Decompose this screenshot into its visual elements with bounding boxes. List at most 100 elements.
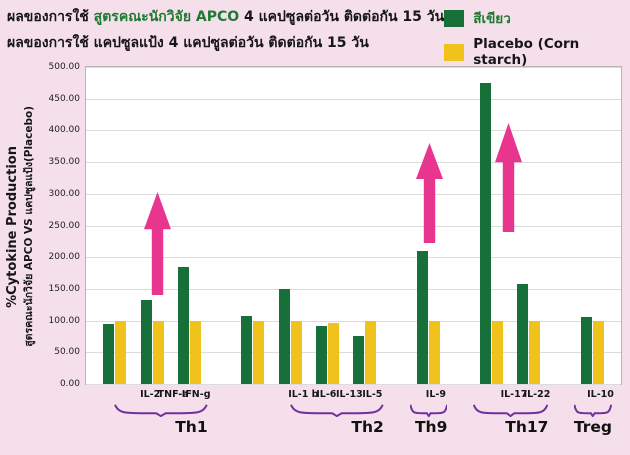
placebo-bar xyxy=(152,320,164,384)
x-tick-label: IL-5 xyxy=(362,389,383,400)
header-lines: ผลของการใช้ สูตรคณะนักวิจัย APCO 4 แคปซู… xyxy=(7,5,444,68)
bar-group-th2 xyxy=(234,288,383,384)
bar-group-treg xyxy=(574,317,611,384)
chart: 0.00 50.00 100.00 150.00 200.00 250.00 300.00 3… xyxy=(49,62,622,389)
bar-group-th9 xyxy=(410,250,447,384)
axis-group-treg: IL-10 Treg xyxy=(573,389,614,436)
header-line-2: ผลของการใช้ แคปซูลแป้ง 4 แคปซูลต่อวัน ติ… xyxy=(7,34,369,51)
gridline xyxy=(86,225,621,227)
y-tick-label: 150.00 xyxy=(48,283,81,294)
apco-bar xyxy=(278,288,290,384)
up-arrow-icon xyxy=(415,143,443,244)
placebo-bar xyxy=(290,320,302,384)
x-tick-label: IL-6 xyxy=(316,389,337,400)
gridline xyxy=(86,130,621,132)
gridline xyxy=(86,67,621,68)
y-tick-label: 450.00 xyxy=(48,93,81,104)
x-tick-label: IL-9 xyxy=(425,389,446,400)
legend-item-apco: สีเขียว xyxy=(444,7,623,29)
legend-swatch xyxy=(444,43,465,61)
legend: สีเขียว Placebo (Corn starch) xyxy=(444,7,623,68)
group-brace-icon xyxy=(574,402,612,417)
x-tick-label: IL-13 xyxy=(335,389,363,400)
group-label: Th2 xyxy=(351,418,384,436)
x-tick-label: IL-17 xyxy=(500,389,528,400)
group-brace-icon xyxy=(114,402,208,417)
x-tick-label: IL-22 xyxy=(523,389,551,400)
apco-bar xyxy=(353,336,365,384)
apco-bar xyxy=(103,323,115,384)
apco-bar xyxy=(480,82,492,384)
axis-group-th2: IL-1 b IL-6 IL-13 IL-5 Th2 xyxy=(234,389,384,436)
bar-group-th1 xyxy=(96,266,208,384)
up-arrow-icon xyxy=(143,191,171,296)
y-tick-label: 250.00 xyxy=(48,220,81,231)
bar-pair xyxy=(140,299,164,384)
apco-bar xyxy=(416,250,428,384)
y-tick-label: 200.00 xyxy=(48,252,81,263)
gridline xyxy=(86,98,621,100)
group-label: Th9 xyxy=(414,418,448,436)
legend-label: สีเขียว xyxy=(473,11,511,27)
bar-pair xyxy=(353,320,377,384)
y-tick-label: 300.00 xyxy=(48,188,81,199)
bar-pair xyxy=(416,250,440,384)
apco-bar xyxy=(315,325,327,384)
group-brace-icon xyxy=(290,402,384,417)
gridline xyxy=(86,320,621,322)
header-line-1-suffix: 4 แคปซูลต่อวัน ติดต่อกัน 15 วัน xyxy=(239,9,445,25)
gridline xyxy=(86,162,621,164)
y-tick-label: 400.00 xyxy=(48,125,81,136)
bar-pair xyxy=(177,266,201,384)
axis-group-th1: IL-2 TNF-a IFN-g Th1 xyxy=(95,389,211,436)
legend-swatch xyxy=(444,9,465,27)
apco-bar xyxy=(580,317,592,384)
group-label: Th17 xyxy=(505,418,549,436)
group-label: Treg xyxy=(573,418,613,436)
y-tick-label: 50.00 xyxy=(54,347,80,358)
bar-pair xyxy=(580,317,604,384)
y-axis-title: %Cytokine Production สูตรคณะนักวิจัย APC… xyxy=(0,66,42,387)
up-arrow-icon xyxy=(495,122,523,232)
gridline xyxy=(86,193,621,195)
bar-group-th17 xyxy=(473,82,548,384)
placebo-bar xyxy=(492,320,504,384)
legend-item-placebo: Placebo (Corn starch) xyxy=(444,36,623,68)
placebo-bar xyxy=(189,320,201,384)
placebo-bar xyxy=(529,320,541,384)
placebo-bar xyxy=(428,320,440,384)
placebo-bar xyxy=(253,320,265,384)
bar-pair xyxy=(241,316,265,384)
below-groups: IL-2 TNF-a IFN-g Th1 IL-1 b IL-6 IL-13 IL-5 Th2 I… xyxy=(85,389,622,436)
group-label: Th1 xyxy=(175,418,208,436)
header-line-1-highlight: สูตรคณะนักวิจัย APCO xyxy=(93,9,240,25)
apco-bar xyxy=(517,284,529,384)
placebo-bar xyxy=(592,320,604,384)
header-line-1-prefix: ผลของการใช้ xyxy=(7,9,94,25)
bar-pair xyxy=(315,322,339,384)
axis-group-th17: IL-17 IL-22 Th17 xyxy=(473,389,551,436)
x-tick-label: IL-2 xyxy=(140,389,161,400)
axis-group-th9: IL-9 Th9 xyxy=(410,389,448,436)
y-tick-label: 0.00 xyxy=(59,379,80,389)
legend-label: Placebo (Corn starch) xyxy=(473,36,580,68)
gridline xyxy=(86,257,621,259)
bar-pair xyxy=(517,284,541,384)
x-tick-label: IL-1 b xyxy=(288,389,319,400)
bar-groups xyxy=(86,67,621,384)
header-line-1: ผลของการใช้ สูตรคณะนักวิจัย APCO 4 แคปซู… xyxy=(7,5,444,31)
group-brace-icon xyxy=(410,402,448,417)
y-tick-label: 100.00 xyxy=(48,315,81,326)
y-tick-label: 500.00 xyxy=(48,62,81,72)
x-tick-label: TNF-a xyxy=(157,389,189,400)
placebo-bar xyxy=(115,320,127,384)
group-brace-icon xyxy=(473,402,548,417)
bar-pair xyxy=(103,320,127,384)
apco-bar xyxy=(241,316,253,384)
gridline xyxy=(86,384,621,385)
x-tick-label: IL-10 xyxy=(587,389,614,400)
bar-pair xyxy=(480,82,504,384)
y-tick-label: 350.00 xyxy=(48,157,81,168)
placebo-bar xyxy=(327,322,339,384)
